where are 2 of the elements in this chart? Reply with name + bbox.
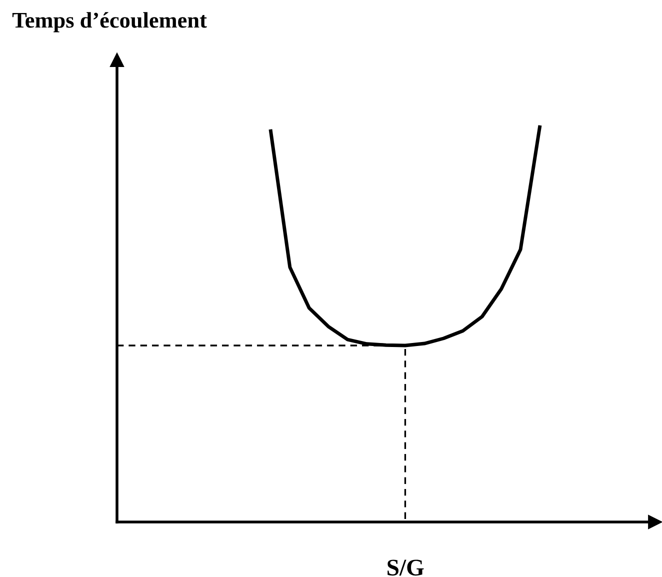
x-axis-title: S/G	[388, 560, 424, 576]
y-axis-title: Temps d’écoulement	[12, 12, 207, 32]
